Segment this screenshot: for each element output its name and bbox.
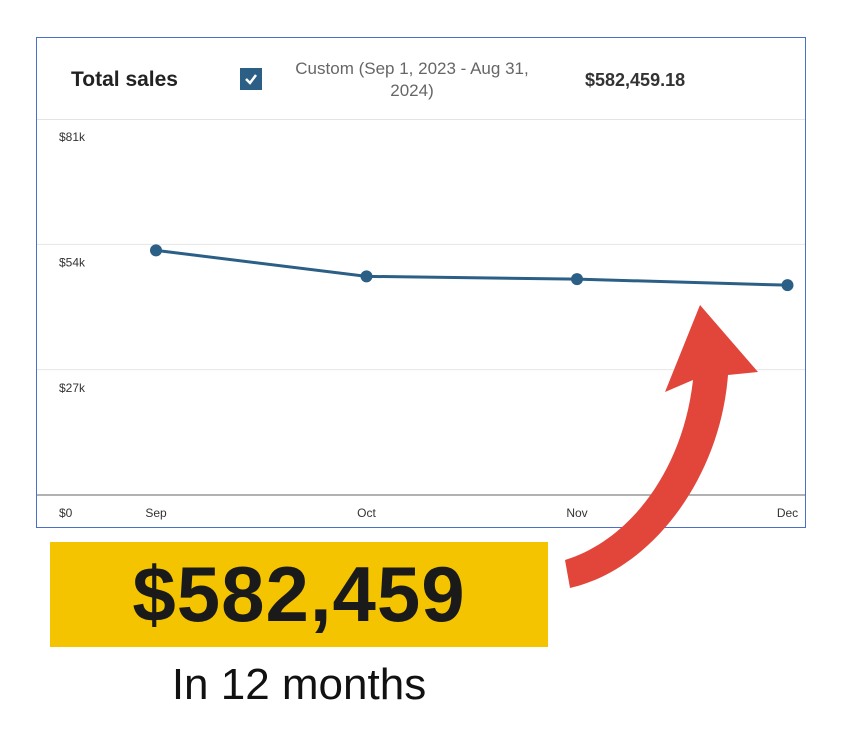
highlight-box: $582,459 xyxy=(50,542,548,647)
x-tick-label: Oct xyxy=(357,506,376,520)
check-icon xyxy=(245,74,257,85)
panel-title: Total sales xyxy=(71,68,178,91)
callout-caption: In 12 months xyxy=(171,660,427,709)
point xyxy=(360,270,373,283)
total-value: $582,459.18 xyxy=(585,70,686,90)
point xyxy=(571,273,583,286)
y-tick-label: $0 xyxy=(59,506,73,520)
x-tick-label: Dec xyxy=(777,506,798,520)
x-tick-label: Sep xyxy=(145,506,167,520)
y-tick-label: $81k xyxy=(59,130,86,144)
sales-panel: Total sales Custom (Sep 1, 2023 - Aug 31… xyxy=(36,37,806,528)
date-range: Custom (Sep 1, 2023 - Aug 31, 2024) xyxy=(295,59,529,100)
y-tick-label: $54k xyxy=(59,256,86,270)
series-line xyxy=(155,248,788,287)
point xyxy=(781,279,794,292)
callout-amount: $582,459 xyxy=(132,550,466,638)
panel-header: Total sales Custom (Sep 1, 2023 - Aug 31… xyxy=(37,38,805,120)
checkbox[interactable] xyxy=(240,68,262,90)
x-tick-label: Nov xyxy=(566,506,587,520)
chart: $0 $27k $54k $81k Sep Oct Nov Dec xyxy=(37,119,805,520)
point xyxy=(150,244,162,257)
y-tick-label: $27k xyxy=(59,381,86,395)
